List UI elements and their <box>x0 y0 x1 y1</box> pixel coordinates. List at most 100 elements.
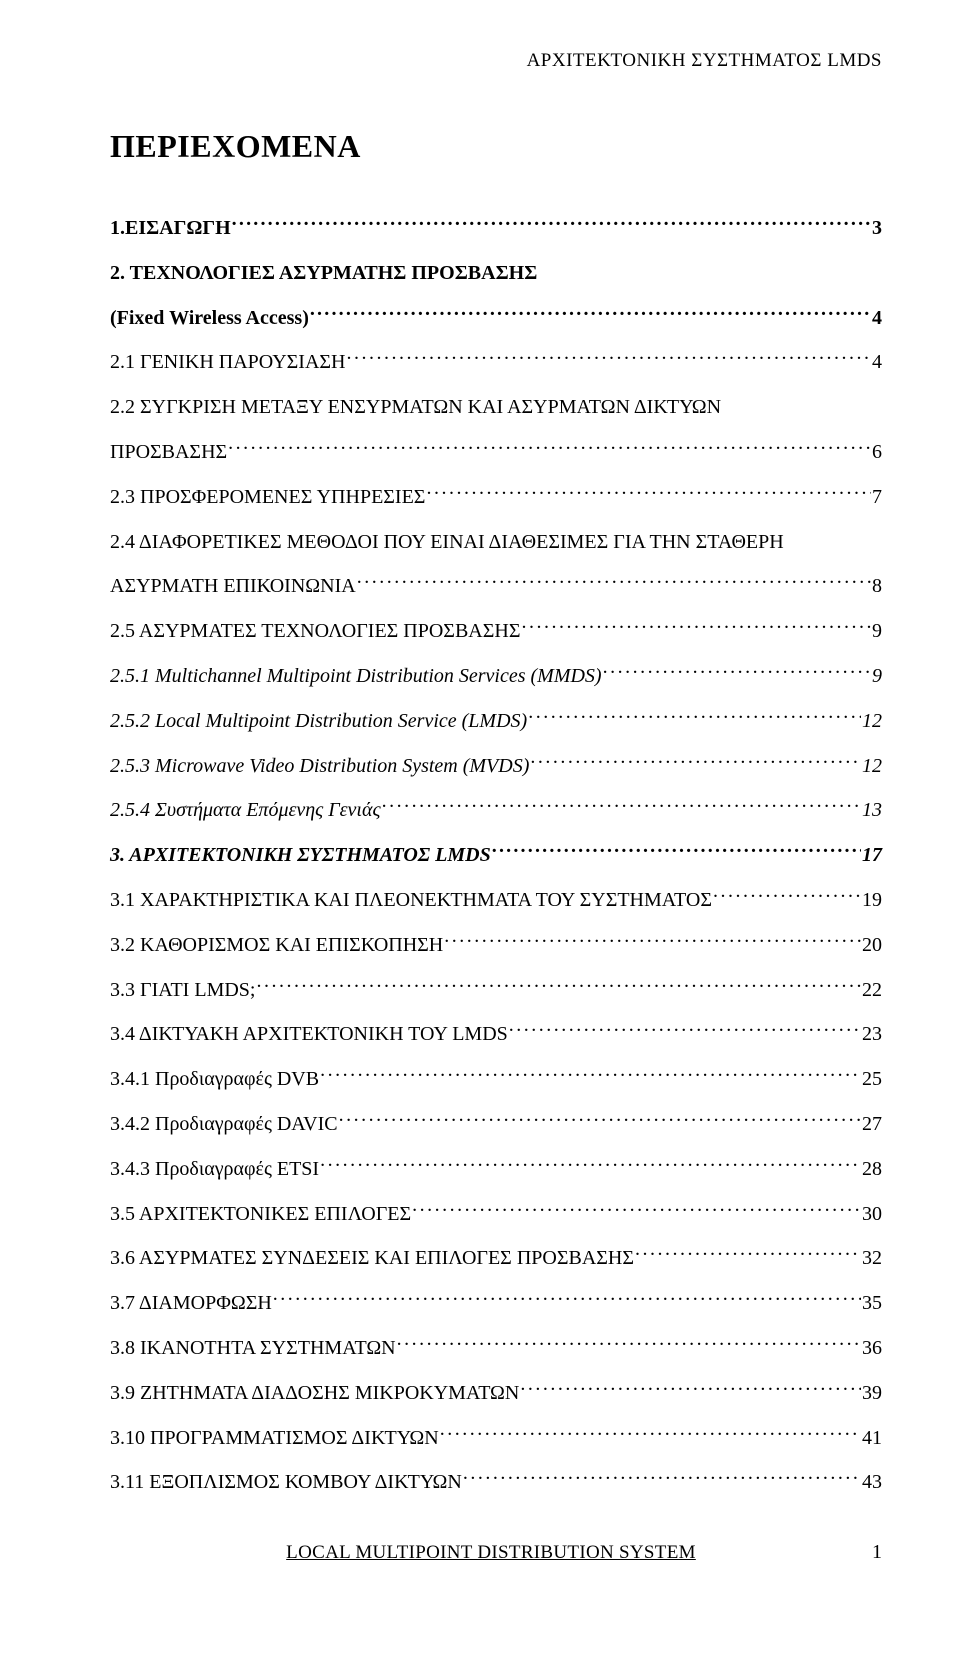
toc-entry: 2. ΤΕΧΝΟΛΟΓΙΕΣ ΑΣΥΡΜΑΤΗΣ ΠΡΟΣΒΑΣΗΣ <box>110 258 882 288</box>
footer-title: LOCAL MULTIPOINT DISTRIBUTION SYSTEM <box>110 1542 872 1564</box>
toc-entry-page: 8 <box>872 571 882 601</box>
toc-leader <box>397 1334 861 1354</box>
toc-entry-label: 2. ΤΕΧΝΟΛΟΓΙΕΣ ΑΣΥΡΜΑΤΗΣ ΠΡΟΣΒΑΣΗΣ <box>110 258 537 288</box>
toc-entry: 2.5.3 Microwave Video Distribution Syste… <box>110 751 882 781</box>
toc-entry-page: 13 <box>862 795 882 825</box>
toc-entry-label: 2.1 ΓΕΝΙΚΗ ΠΑΡΟΥΣΙΑΣΗ <box>110 347 346 377</box>
toc-leader <box>492 841 861 861</box>
toc-entry-page: 22 <box>862 975 882 1005</box>
toc-entry-label: 3.7 ΔΙΑΜΟΡΦΩΣΗ <box>110 1288 272 1318</box>
toc-entry: 3.1 ΧΑΡΑΚΤΗΡΙΣΤΙΚΑ ΚΑΙ ΠΛΕΟΝΕΚΤΗΜΑΤΑ ΤΟΥ… <box>110 885 882 915</box>
toc-entry: 3.7 ΔΙΑΜΟΡΦΩΣΗ 35 <box>110 1288 882 1318</box>
toc-entry: 3.5 ΑΡΧΙΤΕΚΤΟΝΙΚΕΣ ΕΠΙΛΟΓΕΣ 30 <box>110 1199 882 1229</box>
toc-entry-label: 3.10 ΠΡΟΓΡΑΜΜΑΤΙΣΜΟΣ ΔΙΚΤΥΩΝ <box>110 1423 439 1453</box>
toc-title: ΠΕΡΙΕΧΟΜΕΝΑ <box>110 128 882 165</box>
toc-entry-label: 2.4 ΔΙΑΦΟΡΕΤΙΚΕΣ ΜΕΘΟΔΟΙ ΠΟΥ ΕΙΝΑΙ ΔΙΑΘΕ… <box>110 527 784 557</box>
toc-entry: 3.10 ΠΡΟΓΡΑΜΜΑΤΙΣΜΟΣ ΔΙΚΤΥΩΝ 41 <box>110 1423 882 1453</box>
toc-entry-label: ΑΣΥΡΜΑΤΗ ΕΠΙΚΟΙΝΩΝΙΑ <box>110 571 356 601</box>
toc-entry-page: 19 <box>862 885 882 915</box>
toc-leader <box>440 1424 861 1444</box>
toc-entry-label: 2.5 ΑΣΥΡΜΑΤΕΣ ΤΕΧΝΟΛΟΓΙΕΣ ΠΡΟΣΒΑΣΗΣ <box>110 616 520 646</box>
toc-entry: 3.8 ΙΚΑΝΟΤΗΤΑ ΣΥΣΤΗΜΑΤΩΝ 36 <box>110 1333 882 1363</box>
toc-entry-label: 3.11 ΕΞΟΠΛΙΣΜΟΣ ΚΟΜΒΟΥ ΔΙΚΤΥΩΝ <box>110 1467 462 1497</box>
page-footer: LOCAL MULTIPOINT DISTRIBUTION SYSTEM 1 <box>110 1541 882 1564</box>
toc-leader <box>509 1020 861 1040</box>
toc-entry: 3.11 ΕΞΟΠΛΙΣΜΟΣ ΚΟΜΒΟΥ ΔΙΚΤΥΩΝ 43 <box>110 1467 882 1497</box>
toc-entry-page: 12 <box>862 751 882 781</box>
toc-entry: 3.4.1 Προδιαγραφές DVB 25 <box>110 1064 882 1094</box>
toc-entry-page: 9 <box>872 616 882 646</box>
toc-entry: 3.3 ΓΙΑΤΙ LMDS; 22 <box>110 975 882 1005</box>
toc-entry: 2.5.2 Local Multipoint Distribution Serv… <box>110 706 882 736</box>
toc-entry: 3.4 ΔΙΚΤΥΑΚΗ ΑΡΧΙΤΕΚΤΟΝΙΚΗ ΤΟΥ LMDS 23 <box>110 1019 882 1049</box>
toc-entry-page: 4 <box>872 347 882 377</box>
toc-entry-label: 3.4.1 Προδιαγραφές DVB <box>110 1064 319 1094</box>
toc-entry: ΑΣΥΡΜΑΤΗ ΕΠΙΚΟΙΝΩΝΙΑ 8 <box>110 571 882 601</box>
toc-entry-label: 1.ΕΙΣΑΓΩΓΗ <box>110 213 231 243</box>
toc-entry-label: 2.5.3 Microwave Video Distribution Syste… <box>110 751 529 781</box>
toc-leader <box>520 1379 861 1399</box>
toc-entry: 3.2 ΚΑΘΟΡΙΣΜΟΣ ΚΑΙ ΕΠΙΣΚΟΠΗΣΗ 20 <box>110 930 882 960</box>
toc-entry-label: 3. ΑΡΧΙΤΕΚΤΟΝΙΚΗ ΣΥΣΤΗΜΑΤΟΣ LMDS <box>110 840 491 870</box>
toc-entry-label: 3.2 ΚΑΘΟΡΙΣΜΟΣ ΚΑΙ ΕΠΙΣΚΟΠΗΣΗ <box>110 930 443 960</box>
toc-entry: ΠΡΟΣΒΑΣΗΣ 6 <box>110 437 882 467</box>
toc-entry-page: 3 <box>872 213 882 243</box>
toc-entry: 3.6 ΑΣΥΡΜΑΤΕΣ ΣΥΝΔΕΣΕΙΣ ΚΑΙ ΕΠΙΛΟΓΕΣ ΠΡΟ… <box>110 1243 882 1273</box>
toc-entry: 2.3 ΠΡΟΣΦΕΡΟΜΕΝΕΣ ΥΠΗΡΕΣΙΕΣ 7 <box>110 482 882 512</box>
toc-entry: 3. ΑΡΧΙΤΕΚΤΟΝΙΚΗ ΣΥΣΤΗΜΑΤΟΣ LMDS 17 <box>110 840 882 870</box>
toc-leader <box>713 886 861 906</box>
toc-entry-page: 12 <box>862 706 882 736</box>
toc-entry-label: 2.2 ΣΥΓΚΡΙΣΗ ΜΕΤΑΞΥ ΕΝΣΥΡΜΑΤΩΝ ΚΑΙ ΑΣΥΡΜ… <box>110 392 721 422</box>
toc-entry: 3.4.3 Προδιαγραφές ETSI 28 <box>110 1154 882 1184</box>
toc-entry-page: 20 <box>862 930 882 960</box>
toc-leader <box>347 348 872 368</box>
toc-leader <box>256 976 861 996</box>
toc-entry-label: 3.1 ΧΑΡΑΚΤΗΡΙΣΤΙΚΑ ΚΑΙ ΠΛΕΟΝΕΚΤΗΜΑΤΑ ΤΟΥ… <box>110 885 712 915</box>
toc-leader <box>528 707 861 727</box>
toc-entry-label: 3.3 ΓΙΑΤΙ LMDS; <box>110 975 255 1005</box>
toc-entry-page: 35 <box>862 1288 882 1318</box>
toc-leader <box>635 1244 861 1264</box>
toc-entry: 2.5.4 Συστήματα Επόμενης Γενιάς 13 <box>110 795 882 825</box>
toc-entry-label: 3.4.3 Προδιαγραφές ETSI <box>110 1154 319 1184</box>
toc-entry-page: 25 <box>862 1064 882 1094</box>
running-header: ΑΡΧΙΤΕΚΤΟΝΙΚΗ ΣΥΣΤΗΜΑΤΟΣ LMDS <box>110 50 882 72</box>
toc-entry-page: 30 <box>862 1199 882 1229</box>
toc-leader <box>463 1468 861 1488</box>
toc-entry-page: 6 <box>872 437 882 467</box>
toc-leader <box>310 304 871 324</box>
toc-entry-label: 3.8 ΙΚΑΝΟΤΗΤΑ ΣΥΣΤΗΜΑΤΩΝ <box>110 1333 396 1363</box>
toc-entry: (Fixed Wireless Access) 4 <box>110 303 882 333</box>
toc-entry-label: 3.6 ΑΣΥΡΜΑΤΕΣ ΣΥΝΔΕΣΕΙΣ ΚΑΙ ΕΠΙΛΟΓΕΣ ΠΡΟ… <box>110 1243 634 1273</box>
toc-entry-label: (Fixed Wireless Access) <box>110 303 309 333</box>
toc-entry-page: 17 <box>862 840 882 870</box>
toc-leader <box>444 931 861 951</box>
toc-entry-label: 2.5.2 Local Multipoint Distribution Serv… <box>110 706 527 736</box>
toc-entry-page: 36 <box>862 1333 882 1363</box>
toc-entry-page: 28 <box>862 1154 882 1184</box>
toc-leader <box>228 438 871 458</box>
toc-entry-label: 3.4 ΔΙΚΤΥΑΚΗ ΑΡΧΙΤΕΚΤΟΝΙΚΗ ΤΟΥ LMDS <box>110 1019 508 1049</box>
toc-entry-page: 27 <box>862 1109 882 1139</box>
toc-list: 1.ΕΙΣΑΓΩΓΗ 3 2. ΤΕΧΝΟΛΟΓΙΕΣ ΑΣΥΡΜΑΤΗΣ ΠΡΟ… <box>110 213 882 1497</box>
toc-entry: 1.ΕΙΣΑΓΩΓΗ 3 <box>110 213 882 243</box>
toc-entry-label: 2.3 ΠΡΟΣΦΕΡΟΜΕΝΕΣ ΥΠΗΡΕΣΙΕΣ <box>110 482 425 512</box>
toc-entry-label: 2.5.4 Συστήματα Επόμενης Γενιάς <box>110 795 381 825</box>
toc-leader <box>339 1110 861 1130</box>
toc-entry: 2.1 ΓΕΝΙΚΗ ΠΑΡΟΥΣΙΑΣΗ 4 <box>110 347 882 377</box>
toc-leader <box>357 572 871 592</box>
toc-leader <box>530 752 861 772</box>
footer-page-number: 1 <box>872 1541 882 1564</box>
toc-leader <box>320 1155 861 1175</box>
toc-entry-page: 39 <box>862 1378 882 1408</box>
toc-entry: 2.5.1 Multichannel Multipoint Distributi… <box>110 661 882 691</box>
toc-leader <box>412 1200 861 1220</box>
toc-entry: 2.5 ΑΣΥΡΜΑΤΕΣ ΤΕΧΝΟΛΟΓΙΕΣ ΠΡΟΣΒΑΣΗΣ 9 <box>110 616 882 646</box>
toc-entry-page: 9 <box>872 661 882 691</box>
toc-leader <box>426 483 871 503</box>
toc-leader <box>232 214 871 234</box>
toc-leader <box>382 796 861 816</box>
toc-entry-label: 3.9 ΖΗΤΗΜΑΤΑ ΔΙΑΔΟΣΗΣ ΜΙΚΡΟΚΥΜΑΤΩΝ <box>110 1378 519 1408</box>
toc-entry-label: 3.5 ΑΡΧΙΤΕΚΤΟΝΙΚΕΣ ΕΠΙΛΟΓΕΣ <box>110 1199 411 1229</box>
toc-leader <box>603 662 871 682</box>
